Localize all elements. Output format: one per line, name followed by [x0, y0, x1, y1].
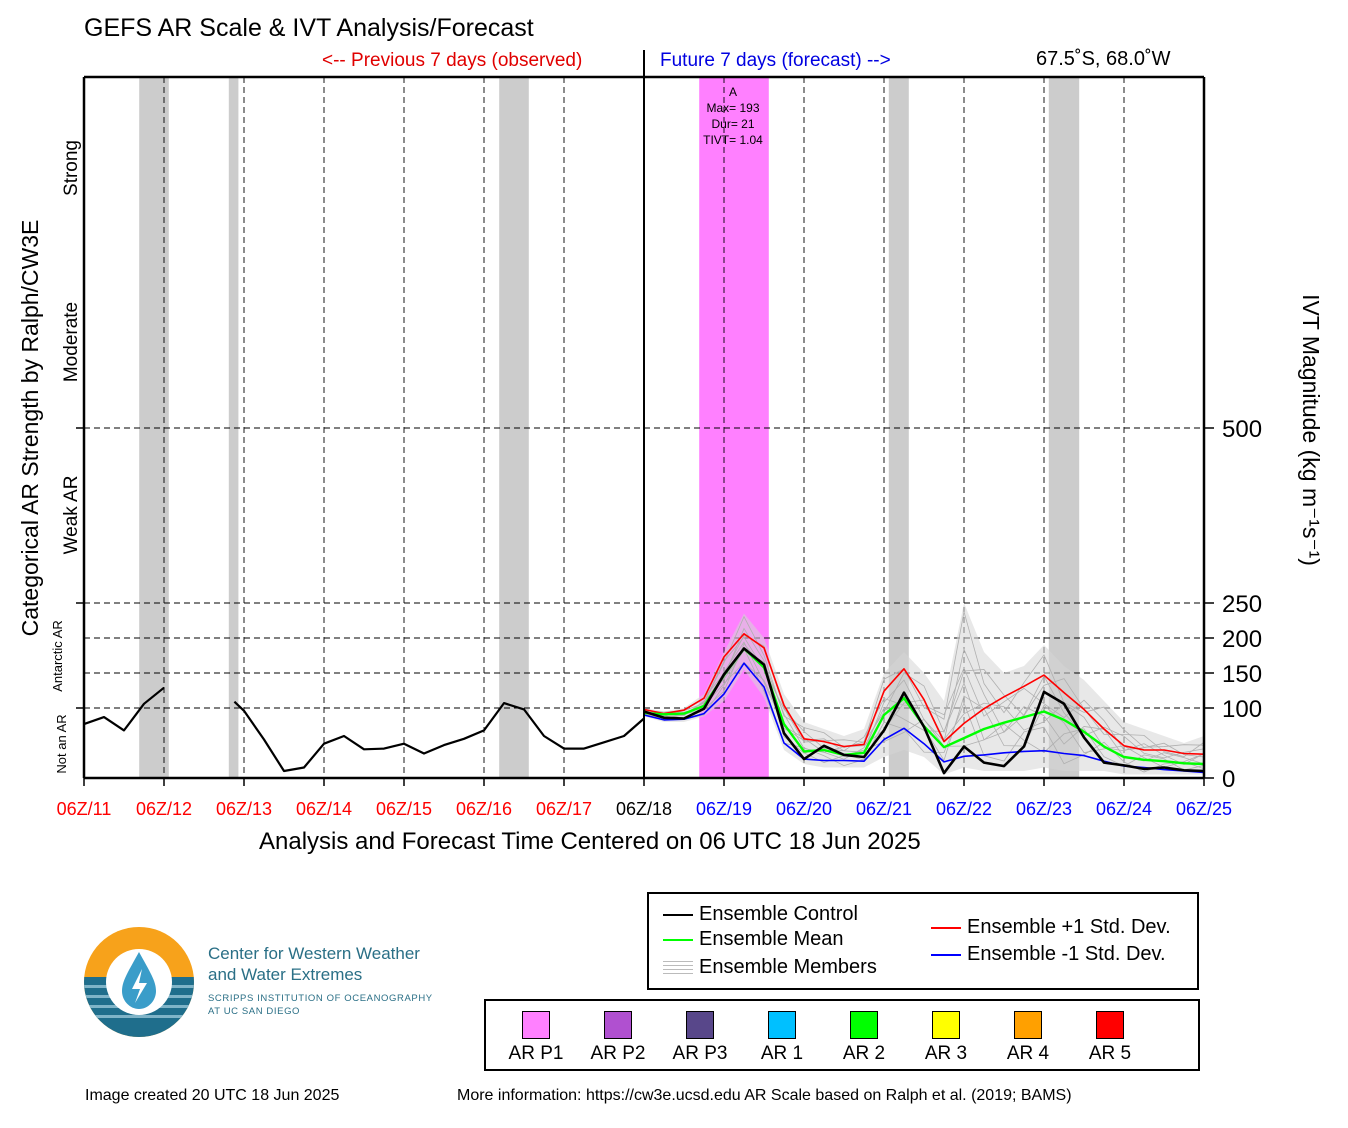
future-days-label: Future 7 days (forecast) --> [660, 50, 891, 71]
x-tick-label: 06Z/11 [57, 799, 112, 819]
location-label: 67.5˚S, 68.0˚W [1036, 48, 1171, 70]
category-swatch [1096, 1011, 1124, 1039]
category-not-ar: Not an AR [54, 714, 69, 773]
legend-mean: Ensemble Mean [663, 927, 844, 951]
category-swatch [850, 1011, 878, 1039]
series-ensemble-control [643, 647, 1205, 775]
x-tick-label: 06Z/17 [536, 799, 592, 819]
category-label: AR P1 [508, 1043, 564, 1064]
y-tick-label: 150 [1222, 661, 1262, 688]
category-swatch [1014, 1011, 1042, 1039]
category-moderate: Moderate [61, 302, 82, 382]
series-legend: Ensemble Control Ensemble Mean Ensemble … [647, 892, 1199, 990]
category-label: AR P2 [590, 1043, 646, 1064]
cw3e-logo [84, 927, 194, 1037]
x-tick-label: 06Z/13 [216, 799, 272, 819]
event-max: Max= 193 [706, 101, 759, 115]
category-ar-5: AR 5 [1070, 1011, 1150, 1065]
grey-bands [139, 77, 1080, 778]
chart-title: GEFS AR Scale & IVT Analysis/Forecast [84, 14, 534, 42]
category-ar-p3: AR P3 [660, 1011, 740, 1065]
x-tick-label: 06Z/23 [1016, 799, 1072, 819]
series-lines [83, 633, 1205, 775]
member-line [643, 636, 1205, 758]
category-label: AR 1 [760, 1043, 804, 1064]
image-credit: Image created 20 UTC 18 Jun 2025 [85, 1087, 340, 1104]
x-tick-label: 06Z/15 [376, 799, 432, 819]
more-info: More information: https://cw3e.ucsd.edu … [457, 1087, 1072, 1104]
legend-plus-sd: Ensemble +1 Std. Dev. [931, 915, 1171, 939]
x-tick-label: 06Z/21 [856, 799, 912, 819]
category-ar-4: AR 4 [988, 1011, 1068, 1065]
category-swatch [522, 1011, 550, 1039]
category-ar-2: AR 2 [824, 1011, 904, 1065]
category-swatch [686, 1011, 714, 1039]
category-label: AR 4 [1006, 1043, 1050, 1064]
category-antarctic-ar: Antarctic AR [50, 620, 65, 692]
category-swatch [604, 1011, 632, 1039]
legend-control: Ensemble Control [663, 902, 858, 926]
org-sub-line2: AT UC SAN DIEGO [208, 1006, 301, 1017]
category-swatch [768, 1011, 796, 1039]
y-tick-label: 250 [1222, 591, 1262, 618]
event-tivt: TIVT= 1.04 [703, 133, 763, 147]
observed-line-1 [233, 700, 645, 773]
x-tick-label: 06Z/12 [136, 799, 192, 819]
org-name-line1: Center for Western Weather [208, 944, 420, 963]
category-strong: Strong [61, 140, 82, 196]
right-axis-label: IVT Magnitude (kg m⁻¹s⁻¹) [1298, 294, 1324, 566]
axes [76, 50, 1214, 786]
category-ar-1: AR 1 [742, 1011, 822, 1065]
grey-band-2 [499, 77, 529, 778]
y-tick-label: 100 [1222, 696, 1262, 723]
x-tick-label: 06Z/24 [1096, 799, 1152, 819]
category-swatch [932, 1011, 960, 1039]
previous-days-label: <-- Previous 7 days (observed) [322, 50, 583, 71]
event-label: A [729, 85, 737, 99]
x-tick-label: 06Z/19 [696, 799, 752, 819]
x-tick-label: 06Z/14 [296, 799, 352, 819]
category-label: AR P3 [672, 1043, 728, 1064]
category-ar-p1: AR P1 [496, 1011, 576, 1065]
x-tick-label: 06Z/20 [776, 799, 832, 819]
category-weak-ar: Weak AR [61, 476, 82, 555]
category-label: AR 5 [1088, 1043, 1132, 1064]
member-line [643, 641, 1205, 765]
category-ar-p2: AR P2 [578, 1011, 658, 1065]
category-label: AR 3 [924, 1043, 968, 1064]
y-tick-label: 0 [1222, 766, 1235, 793]
grey-band-1 [228, 77, 239, 778]
x-tick-label: 06Z/25 [1176, 799, 1232, 819]
legend-members: Ensemble Members [663, 955, 877, 979]
x-tick-label: 06Z/18 [616, 799, 672, 819]
x-axis-label: Analysis and Forecast Time Centered on 0… [259, 828, 921, 855]
legend-minus-sd: Ensemble -1 Std. Dev. [931, 942, 1166, 966]
event-annotation: A Max= 193 Dur= 21 TIVT= 1.04 [703, 85, 763, 147]
ar-category-legend: AR P1 AR P2 AR P3 AR 1 AR 2 AR 3 AR 4 AR 5 [484, 999, 1200, 1071]
left-axis-label: Categorical AR Strength by Ralph/CW3E [17, 220, 43, 637]
event-dur: Dur= 21 [711, 117, 754, 131]
tick-labels: 06Z/11 06Z/12 06Z/13 06Z/14 06Z/15 06Z/16 06Z/… [57, 416, 1262, 819]
series-ensemble-1-std-dev- [643, 633, 1205, 755]
x-tick-label: 06Z/22 [936, 799, 992, 819]
org-name-line2: and Water Extremes [208, 965, 363, 984]
member-line [643, 611, 1205, 749]
y-tick-label: 200 [1222, 626, 1262, 653]
x-tick-label: 06Z/16 [456, 799, 512, 819]
y-tick-label: 500 [1222, 416, 1262, 443]
category-label: AR 2 [842, 1043, 886, 1064]
observed-line-0 [83, 686, 165, 732]
category-ar-3: AR 3 [906, 1011, 986, 1065]
org-sub-line1: SCRIPPS INSTITUTION OF OCEANOGRAPHY [208, 993, 433, 1004]
grey-band-3 [888, 77, 909, 778]
